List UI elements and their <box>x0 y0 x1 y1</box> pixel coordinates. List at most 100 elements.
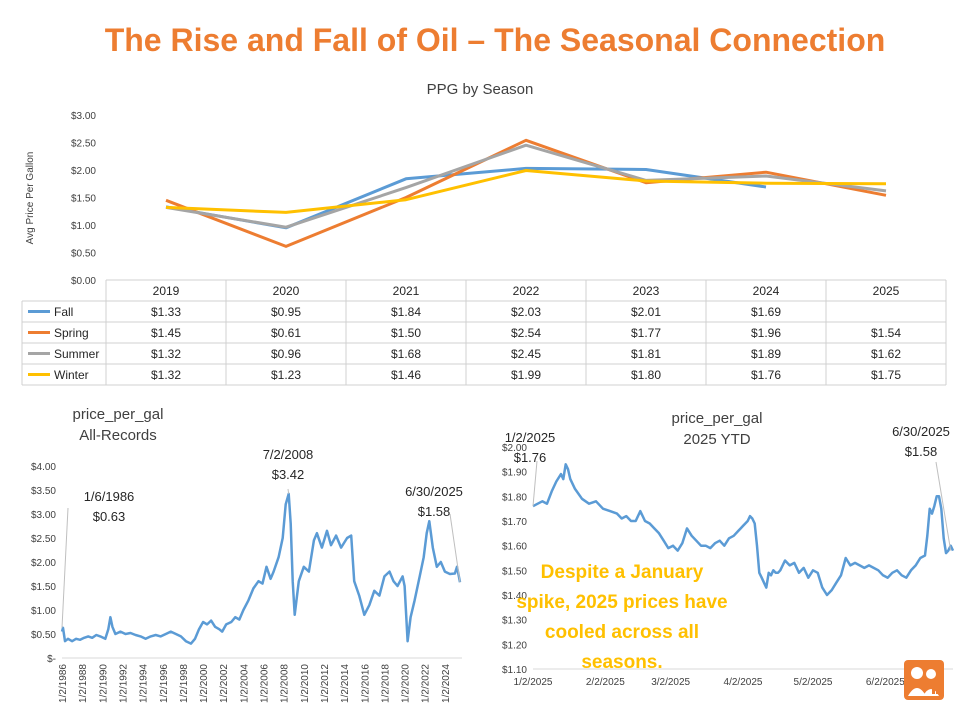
y-tick-label: $3.00 <box>71 111 96 122</box>
x-tick-label: 1/2/2006 <box>260 664 271 703</box>
y-tick-label: $1.50 <box>502 566 527 577</box>
y-tick-label: $1.60 <box>502 542 527 553</box>
annotation-value: $1.76 <box>514 450 547 465</box>
series-line-spring <box>165 138 887 248</box>
annotation-leader <box>449 513 461 583</box>
annotation-value: $1.58 <box>905 444 938 459</box>
table-cell: $0.95 <box>271 305 301 319</box>
annotation-date: 6/30/2025 <box>892 424 950 439</box>
y-tick-label: $2.50 <box>71 139 96 150</box>
x-tick-label: 1/2/2025 <box>514 677 553 688</box>
x-category-label: 2023 <box>633 284 660 298</box>
x-tick-label: 1/2/2024 <box>441 664 452 703</box>
x-tick-label: 2/2/2025 <box>586 677 625 688</box>
table-cell: $1.89 <box>751 347 781 361</box>
x-tick-label: 1/2/2014 <box>340 664 351 703</box>
table-cell: $0.61 <box>271 326 301 340</box>
y-tick-label: $1.50 <box>31 582 56 593</box>
ytd-chart: price_per_gal 2025 YTD $1.10 $1.20 $1.30 $1.4… <box>502 410 955 688</box>
table-cell: $1.96 <box>751 326 781 340</box>
table-cell: $1.77 <box>631 326 661 340</box>
table-cell: $1.75 <box>871 368 901 382</box>
x-tick-label: 3/2/2025 <box>651 677 690 688</box>
table-cell: $1.33 <box>151 305 181 319</box>
y-tick-label: $1.00 <box>71 221 96 232</box>
table-cell: $2.03 <box>511 305 541 319</box>
table-cell: $1.32 <box>151 368 181 382</box>
table-cell: $1.50 <box>391 326 421 340</box>
table-cell: $1.84 <box>391 305 421 319</box>
annotation-leader <box>287 488 290 494</box>
annotation-date: 6/30/2025 <box>405 484 463 499</box>
table-cell: $2.54 <box>511 326 541 340</box>
summary-note: Despite a January spike, 2025 prices hav… <box>516 562 728 673</box>
table-cell: $1.80 <box>631 368 661 382</box>
y-tick-label: $2.00 <box>502 443 527 454</box>
series-line-summer <box>165 143 887 229</box>
annotation-date: 7/2/2008 <box>263 447 314 462</box>
table-cell: $1.32 <box>151 347 181 361</box>
x-tick-label: 1/2/2020 <box>401 664 412 703</box>
x-tick-label: 5/2/2025 <box>794 677 833 688</box>
x-tick-label: 4/2/2025 <box>724 677 763 688</box>
table-cell: $1.46 <box>391 368 421 382</box>
price-line <box>60 492 462 645</box>
chart-title-line1: price_per_gal <box>73 406 164 423</box>
y-tick-label: $2.00 <box>31 558 56 569</box>
y-tick-label: $0.50 <box>31 630 56 641</box>
x-tick-label: 1/2/2010 <box>300 664 311 703</box>
y-tick-label: $3.50 <box>31 486 56 497</box>
x-category-label: 2021 <box>393 284 420 298</box>
x-tick-label: 6/2/2025 <box>866 677 905 688</box>
x-category-label: 2024 <box>753 284 780 298</box>
legend-label-fall: Fall <box>54 305 73 319</box>
table-cell: $1.62 <box>871 347 901 361</box>
chart-title-line2: All-Records <box>79 427 157 444</box>
annotation-leader <box>935 461 952 551</box>
x-tick-label: 1/2/2008 <box>280 664 291 703</box>
x-category-label: 2025 <box>873 284 900 298</box>
annotation-value: $3.42 <box>272 467 305 482</box>
x-tick-label: 1/2/1988 <box>78 664 89 703</box>
table-cell: $1.23 <box>271 368 301 382</box>
table-cell: $1.54 <box>871 326 901 340</box>
y-tick-label: $3.00 <box>31 510 56 521</box>
y-tick-label: $1.20 <box>502 640 527 651</box>
table-cell: $1.68 <box>391 347 421 361</box>
annotation-leader <box>61 507 69 628</box>
x-tick-label: 1/2/2004 <box>239 664 250 703</box>
x-category-label: 2022 <box>513 284 540 298</box>
legend-label-winter: Winter <box>54 368 89 382</box>
table-cell: $1.99 <box>511 368 541 382</box>
table-cell: $2.01 <box>631 305 661 319</box>
page-title: The Rise and Fall of Oil – The Seasonal … <box>104 22 886 58</box>
legend-label-spring: Spring <box>54 326 89 340</box>
price-line <box>532 463 955 597</box>
annotation-date: 1/2/2025 <box>505 430 556 445</box>
legend-label-summer: Summer <box>54 347 99 361</box>
chart-title: PPG by Season <box>427 81 534 98</box>
chart-title-line2: 2025 YTD <box>683 431 750 448</box>
y-tick-label: $0.50 <box>71 249 96 260</box>
y-tick-label: $1.40 <box>502 591 527 602</box>
table-cell: $1.45 <box>151 326 181 340</box>
season-chart: PPG by Season Avg Price Per Gallon $0.00 $0… <box>21 81 947 386</box>
y-tick-label: $4.00 <box>31 462 56 473</box>
x-tick-label: 1/2/1998 <box>179 664 190 703</box>
annotation-value: $1.58 <box>418 504 451 519</box>
x-tick-label: 1/2/2016 <box>360 664 371 703</box>
x-tick-label: 1/2/1996 <box>159 664 170 703</box>
x-tick-label: 1/2/2022 <box>421 664 432 703</box>
y-tick-label: $1.80 <box>502 492 527 503</box>
table-cell: $1.76 <box>751 368 781 382</box>
y-tick-label: $1.90 <box>502 468 527 479</box>
x-tick-label: 1/2/1994 <box>139 664 150 703</box>
y-tick-label: $0.00 <box>71 276 96 287</box>
all-records-chart: price_per_gal All-Records $- $0.50 $1.00 $1.5… <box>31 406 463 703</box>
table-cell: $1.69 <box>751 305 781 319</box>
x-tick-label: 1/2/1986 <box>58 664 69 703</box>
y-tick-label: $1.00 <box>31 606 56 617</box>
brand-logo-icon <box>904 660 944 700</box>
x-tick-label: 1/2/1992 <box>119 664 130 703</box>
x-category-label: 2020 <box>273 284 300 298</box>
